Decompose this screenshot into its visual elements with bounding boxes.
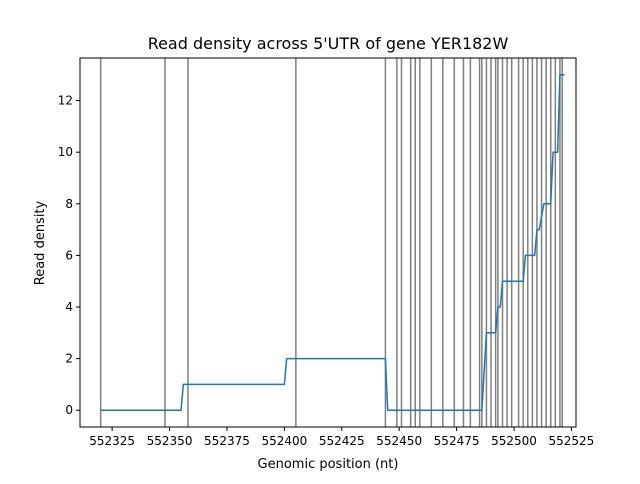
data-series (100, 74, 565, 411)
x-tick-label: 552500 (491, 434, 537, 448)
y-tick-label: 2 (65, 352, 73, 366)
x-axis-label: Genomic position (nt) (258, 457, 399, 472)
plot-frame (79, 57, 577, 428)
y-tick-label: 12 (58, 94, 73, 108)
y-axis-label: Read density (33, 200, 48, 285)
vertical-markers (99, 58, 563, 427)
y-tick-label: 0 (65, 403, 73, 417)
x-tick-label: 552425 (319, 434, 365, 448)
x-tick-label: 552525 (549, 434, 595, 448)
y-tick-label: 10 (58, 145, 73, 159)
y-tick-label: 6 (65, 248, 73, 262)
y-tick-label: 8 (65, 197, 73, 211)
y-tick-label: 4 (65, 300, 73, 314)
x-tick-label: 552400 (261, 434, 307, 448)
x-tick-label: 552375 (204, 434, 250, 448)
x-tick-label: 552450 (376, 434, 422, 448)
y-axis-ticks: 0 2 4 6 8 10 12 (58, 94, 80, 417)
x-tick-label: 552475 (434, 434, 480, 448)
x-axis-ticks: 552325 552350 552375 552400 552425 552450 5524… (89, 427, 594, 448)
series-line (100, 74, 565, 411)
chart-title: Read density across 5'UTR of gene YER182… (148, 34, 509, 53)
x-tick-label: 552325 (89, 434, 135, 448)
x-tick-label: 552350 (147, 434, 193, 448)
